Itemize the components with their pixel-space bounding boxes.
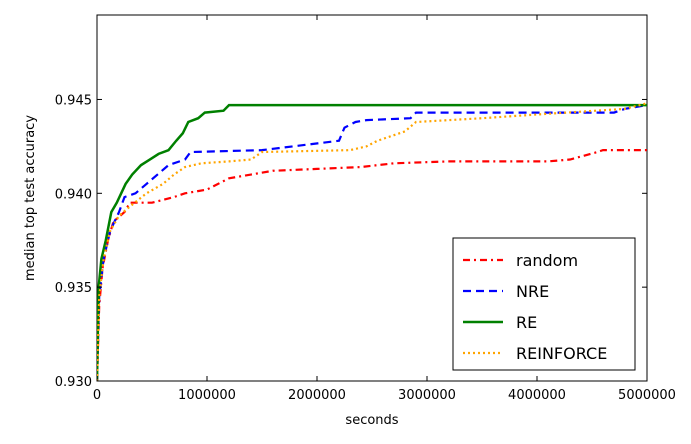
ticks-layer: 0 1000000 2000000 3000000 4000000 5000000 0.93…: [55, 15, 676, 403]
x-tick-label: 1000000: [178, 388, 236, 403]
legend-label-nre: NRE: [516, 282, 549, 301]
series-line-re: [97, 103, 647, 381]
y-axis-label: median top test accuracy: [23, 115, 38, 281]
x-tick-label: 4000000: [508, 388, 566, 403]
x-tick-label: 0: [93, 388, 101, 403]
plot-frame: [96, 14, 648, 382]
y-tick-label: 0.945: [55, 93, 92, 108]
x-tick-label: 5000000: [618, 388, 676, 403]
series-line-reinforce: [97, 102, 647, 381]
legend-label-reinforce: REINFORCE: [516, 344, 607, 363]
y-tick-label: 0.935: [55, 281, 92, 296]
x-tick-label: 2000000: [288, 388, 346, 403]
legend-label-re: RE: [516, 313, 537, 332]
series-layer: [97, 102, 647, 381]
x-axis-label: seconds: [345, 413, 398, 428]
legend-label-random: random: [516, 251, 578, 270]
y-tick-label: 0.940: [55, 187, 92, 202]
x-tick-label: 3000000: [398, 388, 456, 403]
legend: random NRE RE REINFORCE: [452, 237, 636, 371]
y-tick-label: 0.930: [55, 375, 92, 390]
